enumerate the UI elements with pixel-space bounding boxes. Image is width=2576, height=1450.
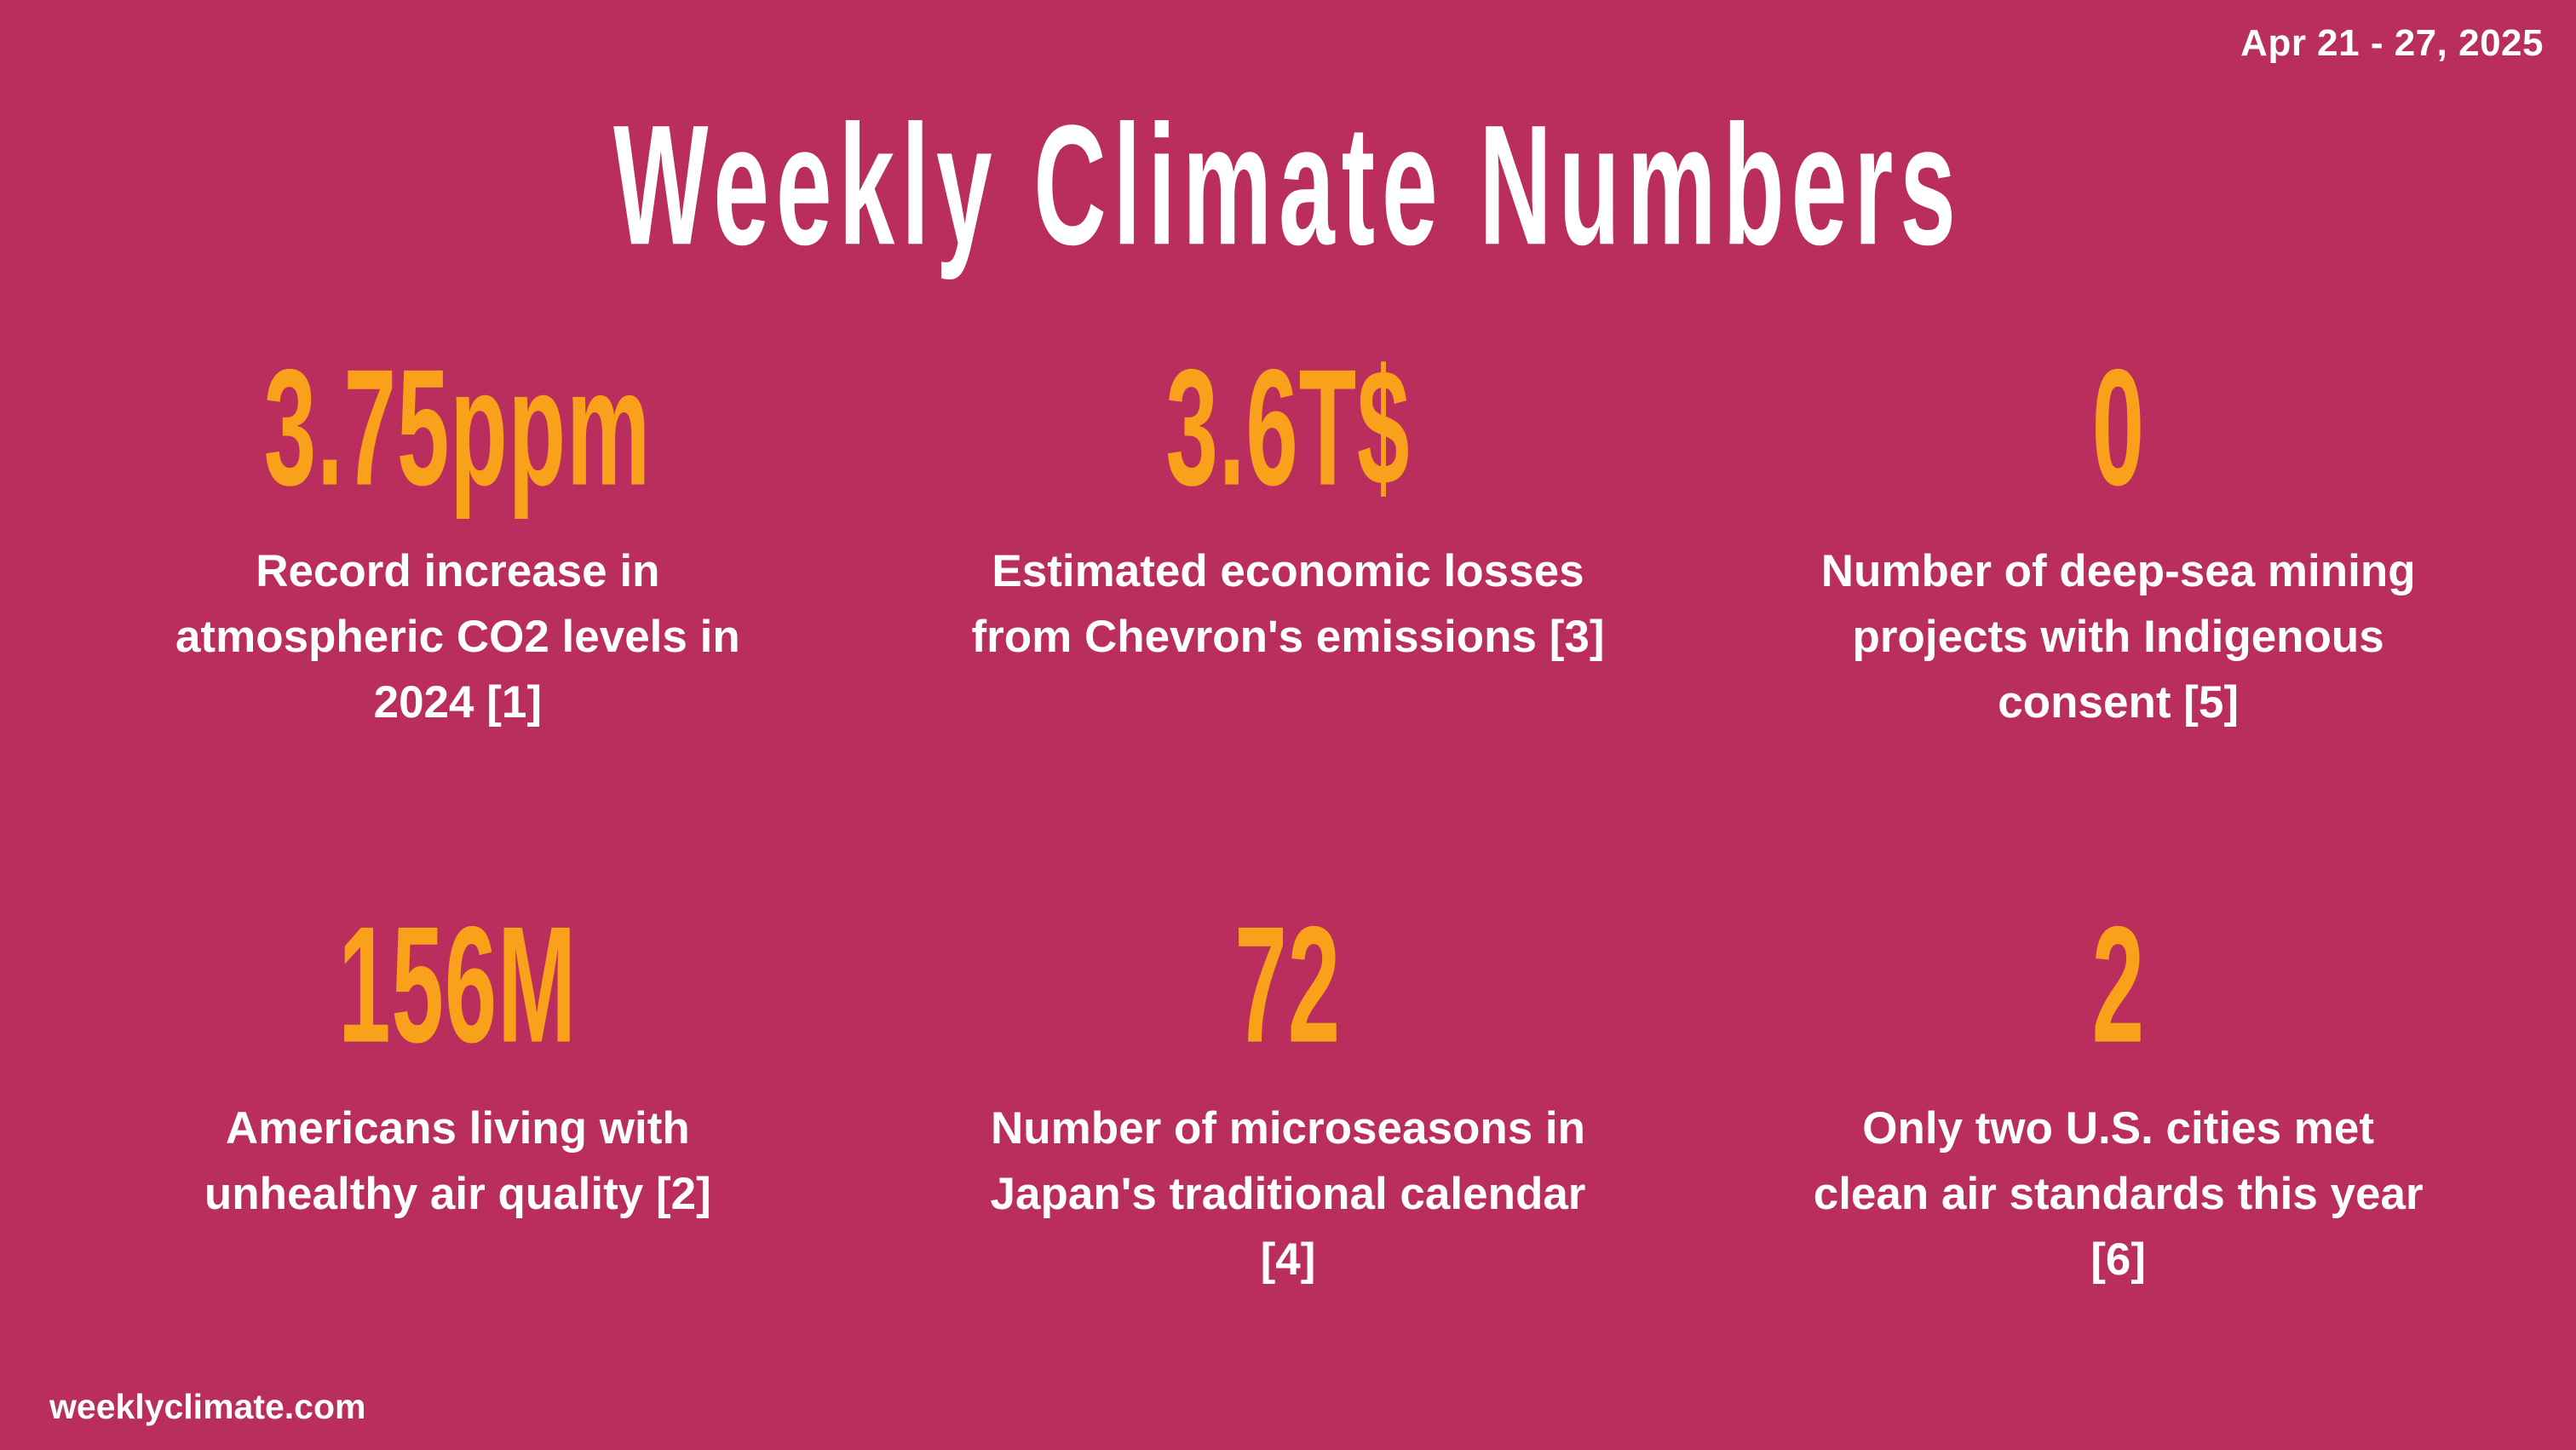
stat-value: 3.75ppm <box>264 335 652 521</box>
page-title: Weekly Climate Numbers <box>613 90 1963 282</box>
stat-unhealthy-air: 156M Americans living with unhealthy air… <box>43 902 873 1293</box>
stats-row-bottom: 156M Americans living with unhealthy air… <box>43 902 2533 1293</box>
stat-description: Only two U.S. cities met clean air stand… <box>1813 1103 2424 1285</box>
stat-value: 156M <box>338 892 578 1078</box>
stat-value: 3.6T$ <box>1165 335 1411 521</box>
stat-co2-increase: 3.75ppm Record increase in atmospheric C… <box>43 345 873 736</box>
stat-description: Number of deep-sea mining projects with … <box>1820 546 2416 728</box>
stat-deep-sea-mining: 0 Number of deep-sea mining projects wit… <box>1703 345 2533 736</box>
stats-row-top: 3.75ppm Record increase in atmospheric C… <box>43 345 2533 736</box>
stat-chevron-losses: 3.6T$ Estimated economic losses from Che… <box>873 345 1704 736</box>
stat-description: Number of microseasons in Japan's tradit… <box>990 1103 1586 1285</box>
stat-description: Record increase in atmospheric CO2 level… <box>175 546 740 728</box>
stat-microseasons: 72 Number of microseasons in Japan's tra… <box>873 902 1704 1293</box>
stat-value: 72 <box>1234 892 1342 1078</box>
website-url: weeklyclimate.com <box>49 1387 366 1426</box>
stat-description: Estimated economic losses from Chevron's… <box>971 546 1605 662</box>
stat-description: Americans living with unhealthy air qual… <box>204 1103 711 1219</box>
stat-clean-air-cities: 2 Only two U.S. cities met clean air sta… <box>1703 902 2533 1293</box>
stat-value: 0 <box>2091 335 2145 521</box>
title-container: Weekly Climate Numbers <box>0 101 2576 272</box>
stat-value: 2 <box>2091 892 2145 1078</box>
date-range-label: Apr 21 - 27, 2025 <box>2240 22 2544 64</box>
